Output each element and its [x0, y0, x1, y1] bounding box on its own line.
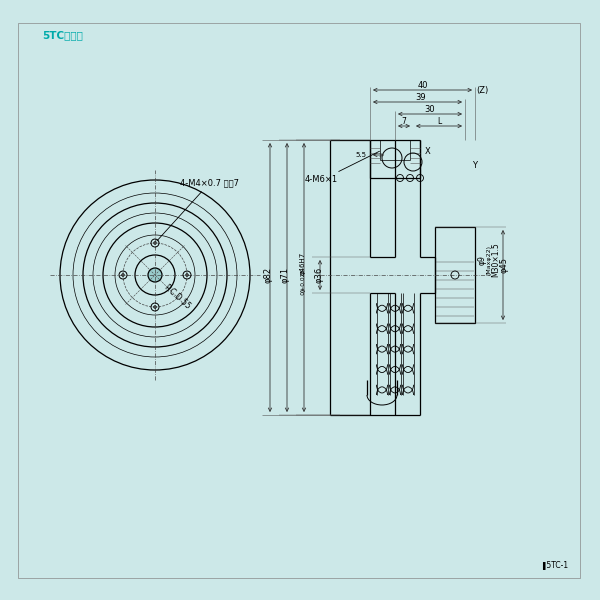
Text: 30: 30	[425, 106, 436, 115]
Circle shape	[122, 274, 124, 276]
Text: 5.5: 5.5	[355, 152, 366, 158]
Text: Y: Y	[473, 160, 478, 169]
Bar	[435, 227, 475, 323]
Text: φ9: φ9	[478, 255, 487, 265]
Text: 0): 0)	[301, 289, 305, 305]
Text: 4-M4×0.7 深サ7: 4-M4×0.7 深サ7	[157, 178, 239, 241]
Text: L: L	[437, 118, 441, 127]
Text: φ82: φ82	[263, 267, 272, 283]
Text: 39: 39	[415, 94, 426, 103]
Text: φ36: φ36	[314, 267, 323, 283]
Text: 40: 40	[417, 80, 428, 89]
Text: (Z): (Z)	[476, 85, 488, 94]
Circle shape	[154, 242, 156, 244]
Text: φ45: φ45	[499, 257, 509, 273]
Text: 5TC寸法図: 5TC寸法図	[42, 30, 83, 40]
Circle shape	[154, 305, 156, 308]
Text: P.C.D 55: P.C.D 55	[163, 283, 193, 311]
Text: φ46H7: φ46H7	[300, 251, 306, 275]
Text: φ71: φ71	[281, 267, 290, 283]
Circle shape	[186, 274, 188, 276]
Text: (+0.025: (+0.025	[301, 268, 305, 292]
Text: X: X	[425, 148, 431, 157]
Text: M30×1.5: M30×1.5	[491, 242, 500, 277]
Text: (Maxφ22): (Maxφ22)	[487, 245, 491, 275]
Text: 7: 7	[401, 118, 406, 127]
Text: ❚5TC-1: ❚5TC-1	[540, 561, 568, 570]
Circle shape	[148, 268, 162, 282]
Text: 4-M6×1: 4-M6×1	[305, 151, 380, 185]
